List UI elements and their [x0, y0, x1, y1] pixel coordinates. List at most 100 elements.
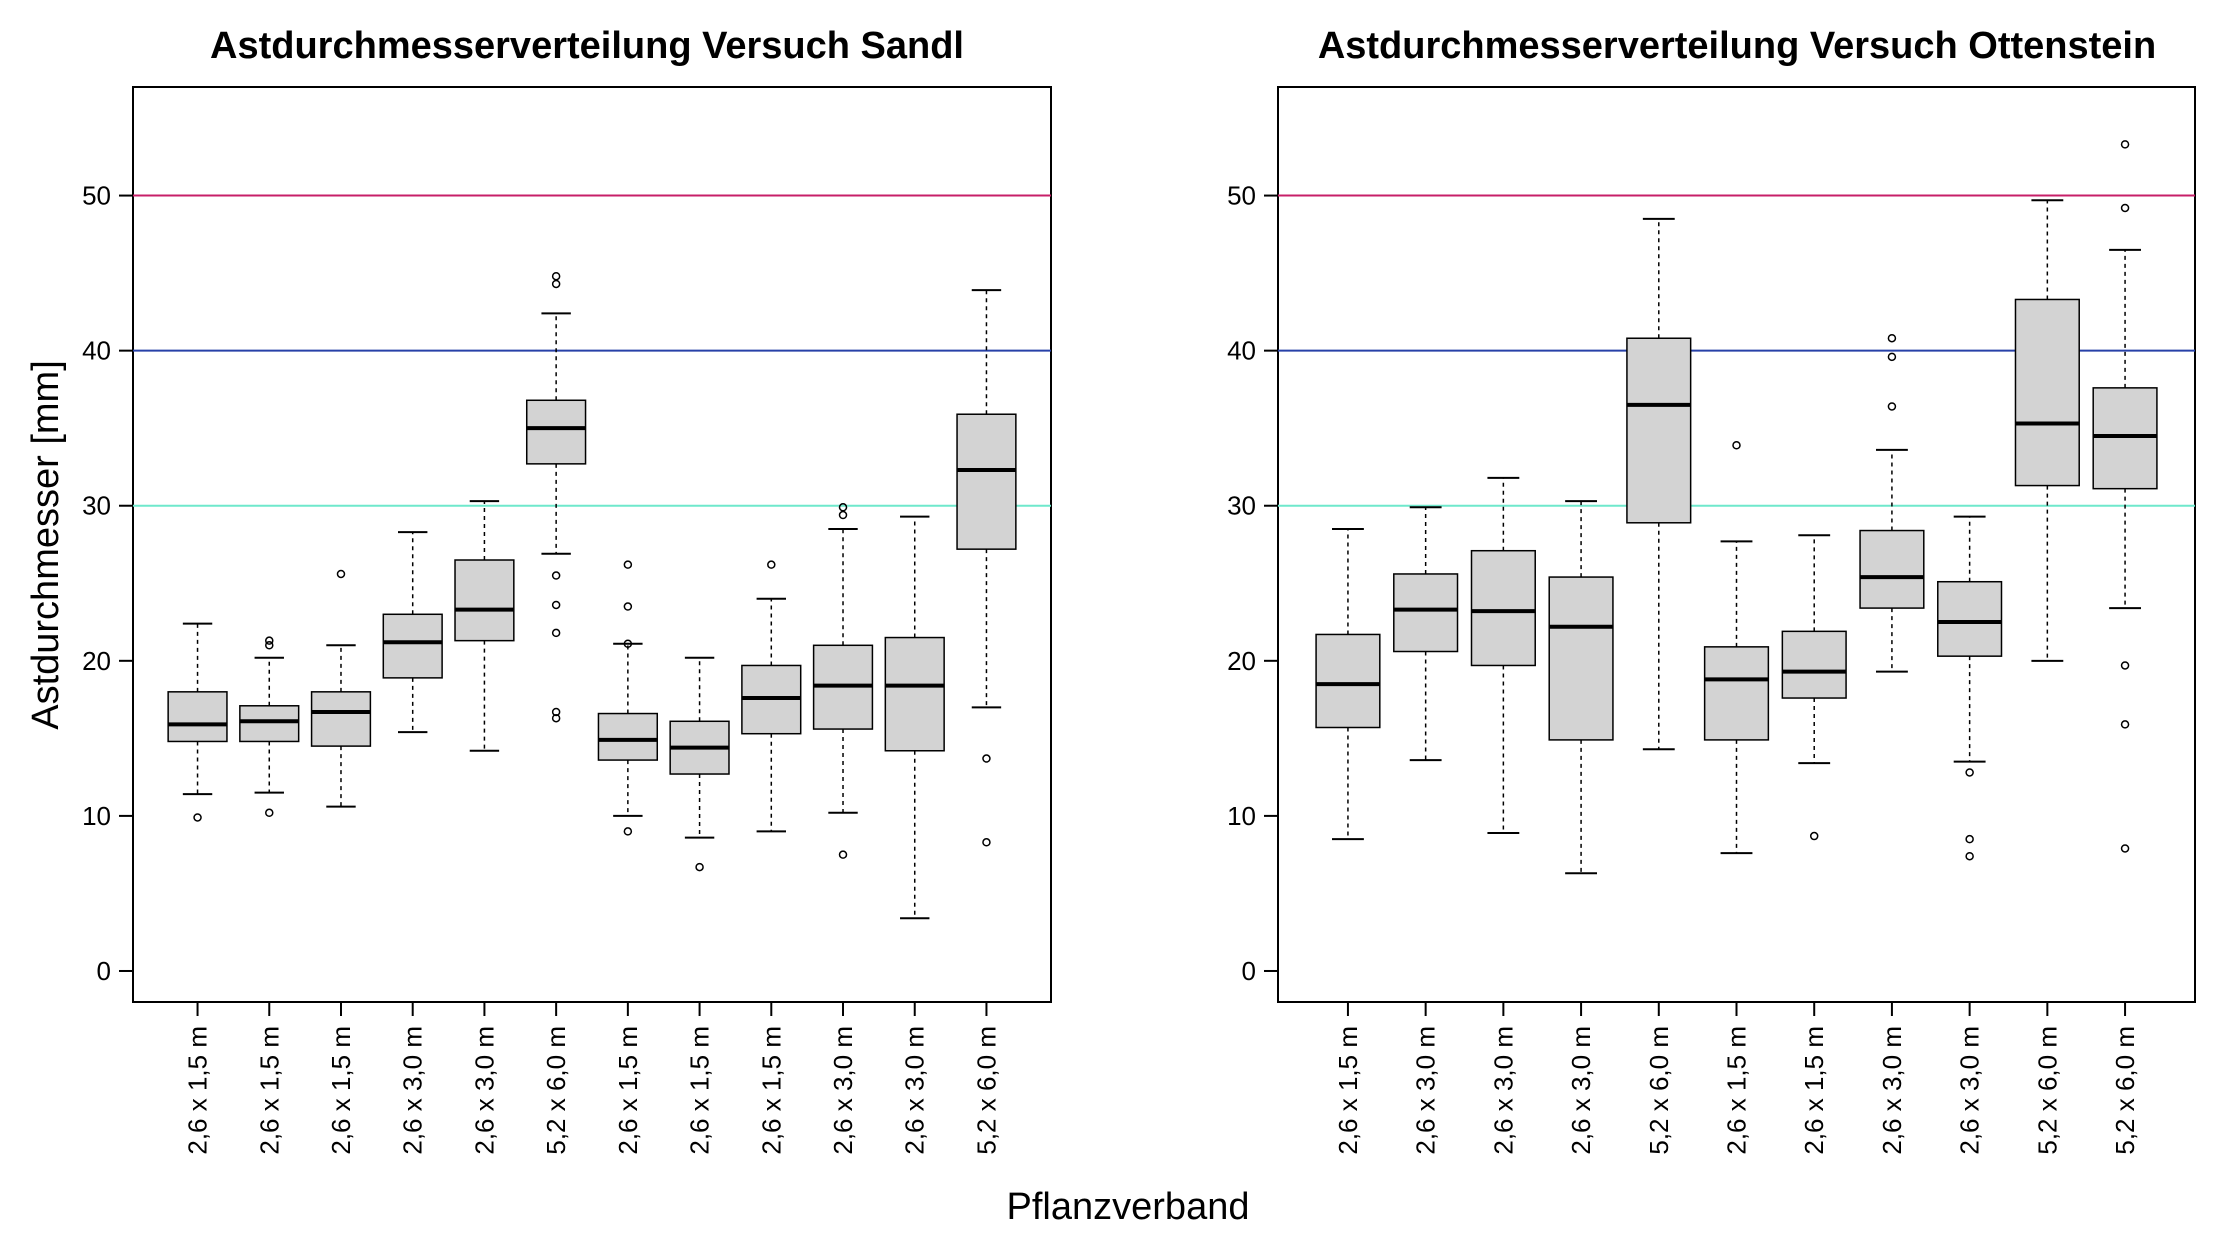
box-ottenstein-1	[1315, 527, 1381, 841]
outlier-point	[2120, 844, 2130, 853]
y-tick-label-50: 50	[82, 181, 111, 211]
box-ottenstein-5	[1626, 217, 1692, 751]
outlier-point	[2120, 203, 2130, 213]
outlier-point	[623, 639, 633, 649]
box-iqr	[167, 691, 228, 743]
x-tick-label: 2,6 x 1,5 m	[1722, 1026, 1752, 1155]
outlier-point	[2120, 720, 2130, 729]
boxes-sandl	[167, 271, 1017, 920]
outlier-point	[551, 571, 561, 580]
outlier-point	[551, 279, 561, 289]
x-tick-label: 2,6 x 1,5 m	[613, 1026, 643, 1155]
box-iqr	[382, 613, 443, 679]
y-tick-label-10: 10	[82, 801, 111, 831]
outlier-point	[1732, 440, 1741, 450]
box-sandl-8	[669, 656, 730, 872]
y-tick-label-10: 10	[1227, 801, 1256, 831]
outlier-point	[982, 838, 991, 847]
x-axis-title: Pflanzverband	[1007, 1186, 1250, 1228]
x-tick-label: 2,6 x 3,0 m	[1877, 1026, 1907, 1155]
outlier-point	[551, 600, 561, 610]
outlier-point	[1965, 834, 1974, 844]
outlier-point	[1887, 333, 1897, 343]
x-tick-label: 5,2 x 6,0 m	[2110, 1026, 2140, 1155]
outlier-point	[1887, 352, 1897, 362]
x-tick-label: 2,6 x 3,0 m	[1566, 1026, 1596, 1155]
x-tick-label: 2,6 x 3,0 m	[469, 1026, 499, 1155]
box-iqr	[2092, 387, 2158, 490]
panel-title-sandl: Astdurchmesserverteilung Versuch Sandl	[210, 25, 964, 67]
x-tick-label: 2,6 x 1,5 m	[183, 1026, 213, 1155]
outlier-point	[1965, 851, 1974, 861]
x-tick-label: 5,2 x 6,0 m	[1644, 1026, 1674, 1155]
outlier-point	[623, 602, 633, 611]
x-tick-label: 2,6 x 1,5 m	[1333, 1026, 1363, 1155]
box-ottenstein-2	[1393, 506, 1459, 762]
x-tick-label: 2,6 x 3,0 m	[398, 1026, 428, 1155]
panel-sandl: Astdurchmesserverteilung Versuch Sandl 0…	[82, 25, 1052, 1155]
box-iqr	[2014, 298, 2080, 487]
x-tick-label: 5,2 x 6,0 m	[541, 1026, 571, 1155]
outlier-point	[767, 560, 776, 569]
outlier-point	[551, 271, 561, 281]
outlier-point	[838, 503, 848, 512]
box-sandl-7	[597, 560, 659, 836]
box-iqr	[239, 705, 300, 743]
outlier-point	[551, 713, 561, 723]
panel-ottenstein: Astdurchmesserverteilung Versuch Ottenst…	[1227, 25, 2196, 1155]
box-iqr	[310, 691, 372, 747]
y-tick-label-20: 20	[82, 646, 111, 676]
outlier-point	[695, 862, 704, 872]
x-tick-label: 2,6 x 1,5 m	[1799, 1026, 1829, 1155]
box-sandl-4	[382, 531, 443, 734]
y-tick-label-30: 30	[1227, 491, 1256, 521]
box-iqr	[454, 559, 515, 642]
box-iqr	[597, 712, 659, 761]
plot-frame-ottenstein	[1277, 86, 2196, 1003]
outlier-point	[1965, 768, 1974, 777]
box-ottenstein-9	[1937, 515, 2003, 861]
box-iqr	[1781, 630, 1847, 699]
box-iqr	[1626, 337, 1692, 524]
outlier-point	[551, 707, 561, 717]
box-ottenstein-7	[1781, 534, 1847, 841]
box-iqr	[1937, 580, 2003, 657]
box-iqr	[1859, 529, 1925, 609]
x-tick-label: 2,6 x 1,5 m	[326, 1026, 356, 1155]
y-tick-label-40: 40	[82, 336, 111, 366]
y-tick-label-20: 20	[1227, 646, 1256, 676]
y-tick-label-50: 50	[1227, 181, 1256, 211]
outlier-point	[551, 628, 561, 638]
box-iqr	[1703, 646, 1770, 741]
y-axis-ottenstein: 0 10 20 30 40 50	[1227, 181, 1278, 986]
outlier-point	[838, 850, 848, 859]
box-sandl-1	[167, 622, 228, 822]
outlier-point	[623, 560, 633, 569]
box-sandl-6	[525, 271, 587, 723]
box-iqr	[1470, 549, 1536, 667]
outlier-point	[336, 569, 346, 579]
box-iqr	[1548, 576, 1614, 741]
y-axis-sandl: 0 10 20 30 40 50	[82, 181, 133, 986]
x-tick-label: 2,6 x 1,5 m	[685, 1026, 715, 1155]
outlier-point	[193, 813, 202, 822]
outlier-point	[2120, 140, 2130, 149]
box-iqr	[956, 413, 1017, 550]
box-sandl-11	[884, 515, 945, 920]
reference-lines-sandl	[133, 194, 1051, 507]
x-tick-label: 5,2 x 6,0 m	[971, 1026, 1001, 1155]
box-iqr	[1315, 633, 1381, 729]
outlier-point	[623, 827, 633, 836]
box-sandl-10	[812, 503, 874, 859]
x-axis-ottenstein: 2,6 x 1,5 m 2,6 x 3,0 m 2,6 x 3,0 m 2,6 x 3…	[1333, 1002, 2140, 1155]
y-tick-label-0: 0	[1242, 956, 1256, 986]
x-tick-label: 2,6 x 3,0 m	[828, 1026, 858, 1155]
x-tick-label: 2,6 x 3,0 m	[1411, 1026, 1441, 1155]
outlier-point	[1887, 402, 1897, 411]
x-tick-label: 2,6 x 3,0 m	[1488, 1026, 1518, 1155]
box-ottenstein-11	[2092, 140, 2158, 853]
x-tick-label: 2,6 x 3,0 m	[900, 1026, 930, 1155]
box-iqr	[525, 399, 587, 465]
plot-frame-sandl	[132, 86, 1052, 1003]
